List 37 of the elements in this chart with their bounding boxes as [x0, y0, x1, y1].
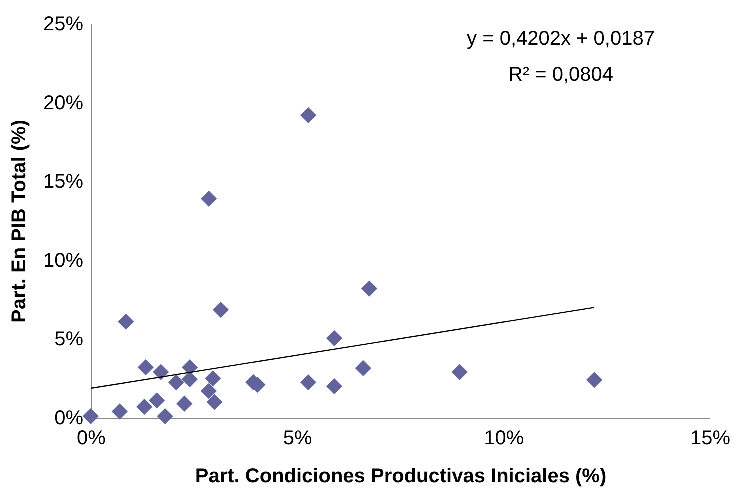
y-tick-label: 25% — [43, 14, 84, 36]
x-tick-label: 15% — [690, 428, 731, 450]
point — [300, 374, 317, 391]
y-axis-title: Part. En PIB Total (%) — [8, 120, 30, 323]
point — [212, 302, 230, 318]
point — [361, 280, 378, 297]
point — [82, 408, 100, 424]
point — [326, 378, 343, 395]
point — [148, 392, 166, 409]
point — [205, 370, 222, 387]
point — [452, 364, 468, 380]
y-tick-label: 20% — [43, 92, 84, 114]
point — [586, 372, 603, 388]
point — [176, 396, 193, 412]
point — [206, 394, 223, 410]
point — [200, 383, 218, 400]
x-tick-label: 10% — [484, 428, 524, 450]
point — [136, 398, 153, 416]
x-tick-label: 5% — [283, 428, 313, 450]
point — [112, 404, 128, 420]
annotation: R² = 0,0804 — [508, 64, 614, 86]
point — [326, 330, 343, 346]
x-tick-label: 0% — [77, 428, 106, 450]
y-tick-label: 15% — [43, 171, 84, 194]
y-tick-label: 5% — [54, 328, 84, 351]
y-tick-label: 10% — [43, 250, 84, 272]
point — [138, 360, 154, 376]
point — [200, 190, 218, 207]
y-tick-label: 0% — [54, 408, 84, 430]
annotation: y = 0,4202x + 0,0187 — [467, 28, 655, 50]
point — [168, 374, 184, 391]
point — [118, 314, 134, 330]
x-axis-title: Part. Condiciones Productivas Iniciales (%) — [195, 466, 607, 488]
point — [153, 364, 170, 380]
point — [300, 107, 317, 124]
point — [355, 360, 372, 376]
point — [157, 408, 174, 424]
